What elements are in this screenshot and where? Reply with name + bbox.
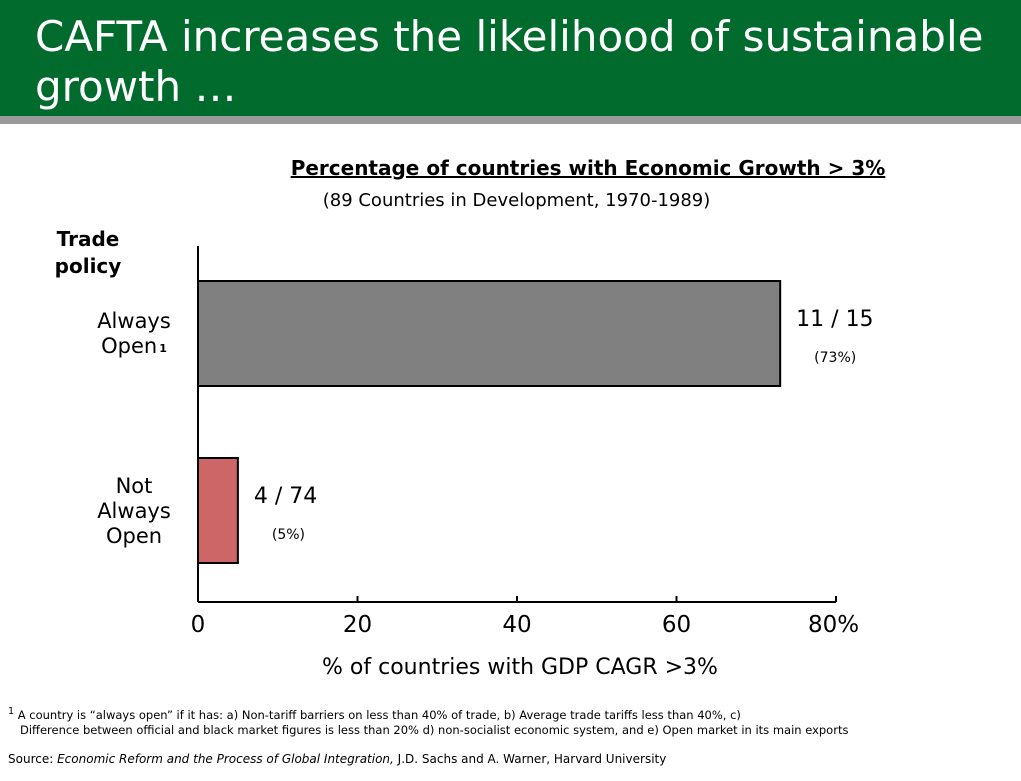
title-bar: CAFTA increases the likelihood of sustai…: [0, 0, 1021, 116]
footnote-marker: 1: [159, 342, 167, 355]
bar-ratio-label: 11 / 15: [796, 307, 873, 332]
x-tick-label: 80%: [808, 612, 859, 638]
bar-percent-label: (73%): [814, 350, 856, 366]
slide-title: CAFTA increases the likelihood of sustai…: [35, 12, 984, 111]
bar-2: [197, 457, 239, 564]
source-label: Source:: [8, 752, 54, 766]
source-credit: J.D. Sachs and A. Warner, Harvard Univer…: [397, 752, 667, 766]
bar-percent-label: (5%): [272, 527, 305, 543]
bar-ratio-label: 4 / 74: [254, 484, 317, 509]
x-tick-label: 40: [502, 612, 531, 638]
footnote-marker-ref: 1: [8, 706, 15, 717]
bar-1: [197, 280, 782, 387]
x-tick-label: 20: [343, 612, 372, 638]
category-label-not-always-open: Not Always Open: [84, 474, 184, 549]
footnote-text-rest: Difference between official and black ma…: [20, 722, 849, 737]
footnote: 1 A country is “always open” if it has: …: [8, 704, 1008, 738]
chart-subtitle: (89 Countries in Development, 1970-1989): [0, 190, 1021, 211]
source-line: Source: Economic Reform and the Process …: [8, 752, 666, 766]
category-label-always-open: Always Open 1: [84, 309, 184, 359]
y-axis-label: Trade policy: [54, 227, 122, 278]
x-tick-label: 0: [191, 612, 206, 638]
category-label-text: Not Always Open: [97, 474, 171, 548]
footnote-line-1: 1 A country is “always open” if it has: …: [8, 704, 1008, 723]
chart-title-text: Percentage of countries with Economic Gr…: [290, 156, 886, 180]
x-tick-label: 60: [662, 612, 691, 638]
bar-chart: 0 20 40 60 80% 11 / 15 (73%) 4 / 74 (5%): [191, 246, 874, 638]
category-label-text: Always Open: [97, 309, 171, 358]
source-work: Economic Reform and the Process of Globa…: [57, 752, 394, 766]
chart-subtitle-text: (89 Countries in Development, 1970-1989): [322, 190, 711, 211]
title-divider: [0, 116, 1021, 124]
x-axis-label: % of countries with GDP CAGR >3%: [322, 655, 718, 680]
chart-title: Percentage of countries with Economic Gr…: [0, 156, 1021, 180]
footnote-text-first: A country is “always open” if it has: a)…: [17, 707, 741, 722]
